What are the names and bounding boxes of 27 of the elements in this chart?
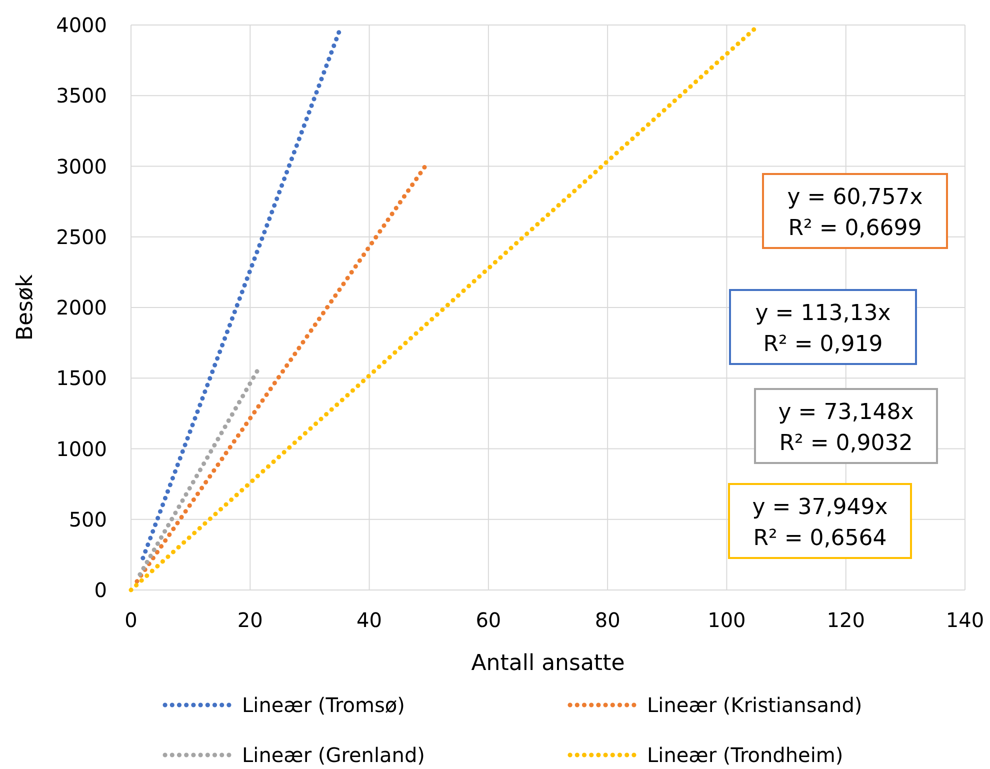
y-tick-label: 3000 (56, 154, 107, 178)
x-tick-label: 20 (237, 608, 263, 632)
annotation: y = 113,13x R² = 0,919 (755, 301, 891, 357)
annotation: y = 60,757x R² = 0,6699 (787, 185, 923, 241)
x-tick-label: 80 (594, 608, 620, 632)
x-tick-label: 100 (708, 608, 746, 632)
y-tick-label: 3500 (56, 84, 107, 108)
y-tick-label: 0 (94, 578, 107, 602)
y-tick-label: 4000 (56, 13, 107, 37)
legend-label: Lineær (Kristiansand) (647, 693, 862, 717)
x-tick-label: 60 (476, 608, 502, 632)
legend-label: Lineær (Trondheim) (647, 743, 844, 767)
y-tick-label: 2500 (56, 224, 107, 249)
annotation: y = 73,148x R² = 0,9032 (778, 400, 914, 456)
x-tick-label: 0 (124, 608, 138, 632)
x-tick-label: 120 (826, 608, 865, 632)
x-tick-label: 40 (356, 608, 382, 632)
y-axis-title: Besøk (13, 274, 38, 341)
legend-label: Lineær (Tromsø) (242, 693, 405, 717)
annotation: y = 37,949x R² = 0,6564 (752, 495, 888, 551)
legend-label: Lineær (Grenland) (242, 743, 425, 767)
y-tick-label: 2000 (56, 296, 107, 320)
y-tick-label: 1500 (56, 366, 107, 390)
x-axis-title: Antall ansatte (471, 651, 625, 676)
y-tick-label: 1000 (56, 436, 107, 461)
x-tick-label: 140 (946, 608, 984, 632)
y-tick-label: 500 (68, 507, 107, 532)
